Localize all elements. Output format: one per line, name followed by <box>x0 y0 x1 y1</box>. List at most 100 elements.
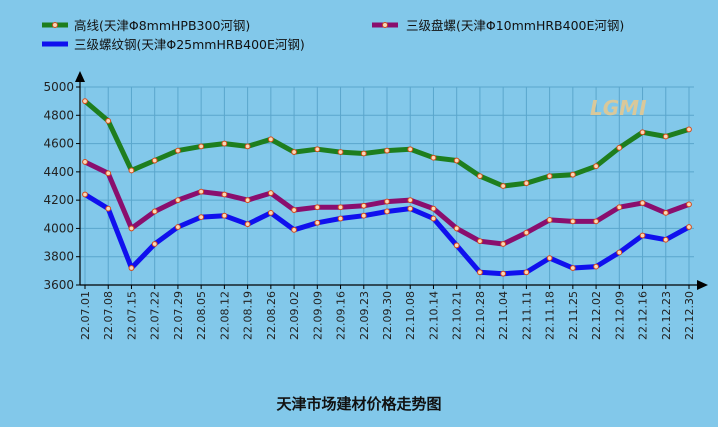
data-point-series-1 <box>105 118 112 124</box>
data-point-series-2 <box>175 197 181 204</box>
data-point-series-3 <box>360 212 367 219</box>
x-tick-label: 22.09.30 <box>381 291 394 340</box>
watermark: LGMI <box>590 96 647 120</box>
data-point-series-3 <box>198 214 205 221</box>
data-point-series-2 <box>686 201 692 208</box>
x-tick-label: 22.09.09 <box>311 291 324 340</box>
data-point-series-2 <box>82 159 88 165</box>
data-point-series-3 <box>384 208 390 215</box>
x-tick-label: 22.11.25 <box>567 291 580 340</box>
data-point-series-3 <box>662 236 669 243</box>
x-tick-label: 22.08.26 <box>265 291 278 340</box>
x-tick-label: 22.07.22 <box>149 291 162 340</box>
legend-label-series-1: 高线(天津Φ8mmHPB300河钢) <box>74 18 250 33</box>
data-point-series-1 <box>500 183 507 189</box>
data-point-series-3 <box>221 212 228 219</box>
x-tick-label: 22.07.29 <box>172 291 185 340</box>
x-tick-label: 22.12.09 <box>613 291 626 340</box>
y-tick-label: 3800 <box>43 250 74 264</box>
data-point-series-3 <box>244 221 251 228</box>
data-point-series-1 <box>175 147 181 154</box>
y-tick-label: 3600 <box>43 278 74 292</box>
x-tick-label: 22.10.14 <box>427 291 440 340</box>
x-tick-label: 22.07.15 <box>125 291 138 340</box>
y-axis-arrow <box>75 71 85 82</box>
data-point-series-1 <box>616 144 623 151</box>
data-point-series-2 <box>337 204 344 211</box>
data-point-series-2 <box>360 202 367 209</box>
data-point-series-3 <box>337 215 344 222</box>
y-tick-label: 4400 <box>43 165 74 179</box>
data-point-series-3 <box>500 270 507 277</box>
data-point-series-1 <box>198 143 205 150</box>
data-point-series-2 <box>267 190 274 196</box>
data-point-series-3 <box>430 215 437 222</box>
y-axis-ticks: 3600 3800 4000 4200 4400 4600 4800 5000 <box>43 80 80 292</box>
data-point-series-1 <box>430 154 437 161</box>
x-tick-label: 22.07.08 <box>102 291 115 340</box>
data-point-series-3 <box>175 224 181 230</box>
x-tick-label: 22.09.23 <box>358 291 371 340</box>
data-point-series-1 <box>662 133 669 140</box>
data-point-series-2 <box>453 225 460 232</box>
data-point-series-2 <box>105 170 112 177</box>
data-point-series-3 <box>639 232 646 239</box>
x-tick-label: 22.07.01 <box>79 291 92 340</box>
data-point-series-2 <box>407 197 414 204</box>
data-point-series-2 <box>546 217 553 223</box>
x-tick-label: 22.09.16 <box>335 291 348 340</box>
data-point-series-1 <box>221 140 228 147</box>
data-point-series-2 <box>430 205 437 212</box>
data-point-series-3 <box>105 205 112 212</box>
y-tick-label: 4600 <box>43 137 74 151</box>
data-point-series-3 <box>407 205 414 212</box>
data-point-series-3 <box>291 226 297 233</box>
data-point-series-2 <box>198 188 205 195</box>
y-tick-label: 5000 <box>43 80 74 94</box>
x-tick-label: 22.11.11 <box>520 291 533 340</box>
data-point-series-3 <box>616 249 623 256</box>
chart-title: 天津市场建材价格走势图 <box>276 395 441 413</box>
x-axis-arrow <box>697 280 708 290</box>
x-tick-label: 22.12.30 <box>683 291 696 340</box>
data-point-series-2 <box>291 207 297 213</box>
x-tick-label: 22.08.19 <box>242 291 255 340</box>
series-points <box>82 98 692 277</box>
data-point-series-2 <box>314 204 321 211</box>
data-point-series-2 <box>569 218 576 225</box>
data-point-series-3 <box>546 255 553 262</box>
data-point-series-1 <box>360 150 367 157</box>
data-point-series-1 <box>686 126 692 133</box>
data-point-series-1 <box>523 180 530 187</box>
x-tick-label: 22.12.16 <box>637 291 650 340</box>
x-tick-label: 22.10.28 <box>474 291 487 340</box>
data-point-series-1 <box>337 149 344 155</box>
data-point-series-2 <box>128 225 135 232</box>
legend-label-series-2: 三级盘螺(天津Φ10mmHRB400E河钢) <box>406 18 624 33</box>
data-point-series-1 <box>244 143 251 150</box>
x-tick-label: 22.10.08 <box>404 291 417 340</box>
data-point-series-1 <box>546 173 553 180</box>
x-tick-label: 22.10.21 <box>451 291 464 340</box>
data-point-series-1 <box>82 98 88 105</box>
data-point-series-1 <box>407 146 414 153</box>
data-point-series-3 <box>593 263 599 270</box>
data-point-series-1 <box>453 157 460 164</box>
data-point-series-2 <box>151 208 158 215</box>
data-point-series-1 <box>314 146 321 153</box>
data-point-series-3 <box>569 265 576 271</box>
data-point-series-1 <box>291 149 297 155</box>
data-point-series-2 <box>593 218 599 225</box>
data-point-series-3 <box>82 191 88 198</box>
x-tick-label: 22.08.12 <box>218 291 231 340</box>
x-tick-label: 22.12.23 <box>660 291 673 340</box>
data-point-series-2 <box>244 197 251 204</box>
data-point-series-3 <box>314 219 321 226</box>
data-point-series-1 <box>384 147 390 154</box>
data-point-series-3 <box>523 269 530 276</box>
x-tick-label: 22.12.02 <box>590 291 603 340</box>
x-axis-ticks: 22.07.01 22.07.08 22.07.15 22.07.22 22.07.29… <box>79 285 696 340</box>
data-point-series-1 <box>593 163 599 170</box>
data-point-series-2 <box>500 241 507 247</box>
legend-label-series-3: 三级螺纹钢(天津Φ25mmHRB400E河钢) <box>74 37 305 52</box>
